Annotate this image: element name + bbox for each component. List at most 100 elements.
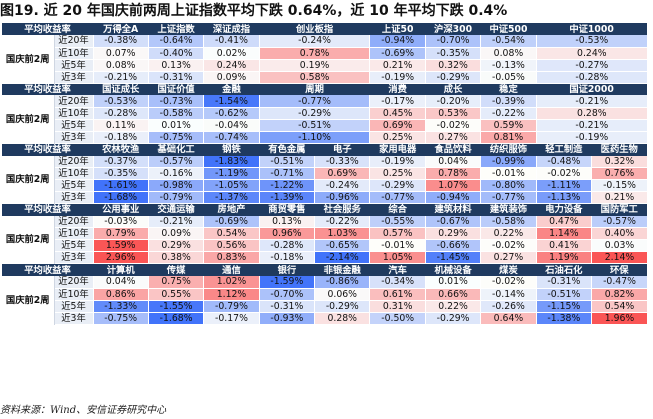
value-cell: -1.61% (92, 179, 149, 193)
value-cell: -0.02% (535, 167, 592, 181)
value-cell: 0.25% (369, 167, 426, 181)
value-cell: 0.64% (480, 312, 537, 325)
table-row: 近10年 -0.28% -0.58% -0.62% -0.29% 0.45% 0.53% -0… (2, 107, 647, 120)
value-cell: -0.19% (369, 71, 426, 84)
value-cell: 0.27% (480, 251, 537, 265)
value-cell: -0.03% (92, 215, 149, 229)
value-cell: 0.11% (92, 119, 149, 132)
value-cell: -0.73% (147, 95, 204, 108)
value-cell: -0.79% (203, 300, 260, 313)
value-cell: -0.39% (480, 95, 537, 108)
value-cell: -0.35% (424, 47, 481, 60)
column-header: 国证价值 (148, 83, 204, 96)
header-row: 平均收益率 国证成长 国证价值 金融 周期 消费 成长 稳定 国证2000 (2, 83, 647, 96)
value-cell: -0.48% (535, 155, 592, 169)
column-header: 轻工制造 (536, 143, 592, 156)
value-cell: -0.71% (258, 167, 315, 181)
value-cell: 0.22% (480, 227, 537, 241)
value-cell: -0.18% (92, 131, 149, 144)
table-row: 近10年 0.79% 0.09% 0.54% 0.96% 1.03% 0.57% 0.29% 0… (2, 227, 647, 241)
value-cell: 0.96% (258, 227, 315, 241)
value-cell: 0.13% (147, 59, 204, 72)
value-cell: 0.45% (369, 107, 426, 120)
value-cell: -0.28% (92, 107, 149, 120)
value-cell: -0.75% (147, 131, 204, 144)
value-cell: 0.86% (92, 288, 149, 301)
value-cell: -0.70% (424, 35, 481, 48)
value-cell: 0.79% (92, 227, 149, 241)
period-label: 近3年 (54, 71, 93, 84)
column-header: 消费 (369, 83, 426, 96)
period-label: 近10年 (54, 107, 93, 120)
table-row: 国庆前2周 近20年 -0.37% -0.57% -1.83% -0.51% -0.33% -… (2, 155, 647, 204)
value-cell: -1.68% (147, 312, 204, 325)
value-cell: -0.21% (92, 71, 149, 84)
value-cell: -1.45% (424, 251, 481, 265)
header-label: 平均收益率 (2, 143, 93, 156)
value-cell: 0.27% (424, 131, 481, 144)
value-cell: 1.05% (369, 251, 426, 265)
column-header: 机械设备 (425, 263, 481, 276)
value-cell: 0.69% (314, 167, 370, 181)
period-label: 近10年 (54, 47, 93, 60)
value-cell: 0.08% (480, 47, 537, 60)
column-header: 国证成长 (93, 83, 149, 96)
value-cell: -0.77% (480, 191, 537, 205)
header-row: 平均收益率 农林牧渔 基础化工 钢铁 有色金属 电子 家用电器 食品饮料 纺织服饰 轻工制造 医药生… (2, 143, 647, 156)
period-label: 近20年 (54, 215, 93, 229)
value-cell: -0.77% (369, 191, 426, 205)
value-cell: -0.70% (258, 288, 315, 301)
table-row: 近5年 1.59% 0.29% 0.56% -0.28% -0.65% -0.01% -0.6… (2, 239, 647, 253)
value-cell: -0.21% (147, 215, 204, 229)
value-cell: 0.04% (424, 155, 481, 169)
group-label: 国庆前2周 (2, 275, 55, 325)
column-header: 家用电器 (369, 143, 426, 156)
value-cell: -0.18% (258, 251, 315, 265)
value-cell: -0.24% (314, 179, 370, 193)
value-cell: -1.37% (203, 191, 260, 205)
period-label: 近3年 (54, 312, 93, 325)
value-cell: -0.69% (369, 47, 426, 60)
value-cell: -0.17% (369, 95, 426, 108)
value-cell: -1.83% (203, 155, 260, 169)
value-cell: -0.47% (591, 275, 647, 289)
value-cell: -0.01% (369, 239, 426, 253)
value-cell: -0.19% (535, 131, 647, 144)
header-label: 平均收益率 (2, 83, 93, 96)
period-label: 近10年 (54, 288, 93, 301)
column-header: 沪深300 (425, 23, 481, 36)
value-cell: 0.28% (535, 107, 647, 120)
value-cell: -0.58% (480, 215, 537, 229)
value-cell: -0.98% (147, 179, 204, 193)
value-cell: 1.12% (203, 288, 260, 301)
figure-title: 图19. 近 20 年国庆前两周上证指数平均下跌 0.64%，近 10 年平均下… (0, 3, 508, 19)
value-cell: 0.29% (147, 239, 204, 253)
column-header: 稳定 (480, 83, 537, 96)
value-cell: -0.37% (92, 155, 149, 169)
value-cell: -0.94% (369, 35, 426, 48)
value-cell: -0.29% (369, 179, 426, 193)
column-header: 深证成指 (203, 23, 260, 36)
value-cell: -0.53% (535, 35, 647, 48)
column-header: 商贸零售 (259, 203, 315, 216)
value-cell: -0.33% (314, 155, 370, 169)
column-header: 国防军工 (591, 203, 647, 216)
period-label: 近5年 (54, 59, 93, 72)
value-cell: 0.19% (258, 59, 370, 72)
value-cell: -1.55% (147, 300, 204, 313)
value-cell: -0.15% (591, 179, 647, 193)
value-cell: 0.78% (424, 167, 481, 181)
value-cell: -2.14% (314, 251, 370, 265)
value-cell: -0.19% (369, 155, 426, 169)
value-cell: -0.22% (314, 215, 370, 229)
column-header: 中证500 (480, 23, 537, 36)
column-header: 基础化工 (148, 143, 204, 156)
column-header: 中证1000 (536, 23, 647, 36)
column-header: 公用事业 (93, 203, 149, 216)
value-cell: -1.33% (92, 300, 149, 313)
value-cell: -1.39% (258, 191, 315, 205)
value-cell: 0.24% (203, 59, 260, 72)
value-cell: -1.54% (203, 95, 260, 108)
value-cell: -0.79% (147, 191, 204, 205)
period-label: 近3年 (54, 191, 93, 205)
